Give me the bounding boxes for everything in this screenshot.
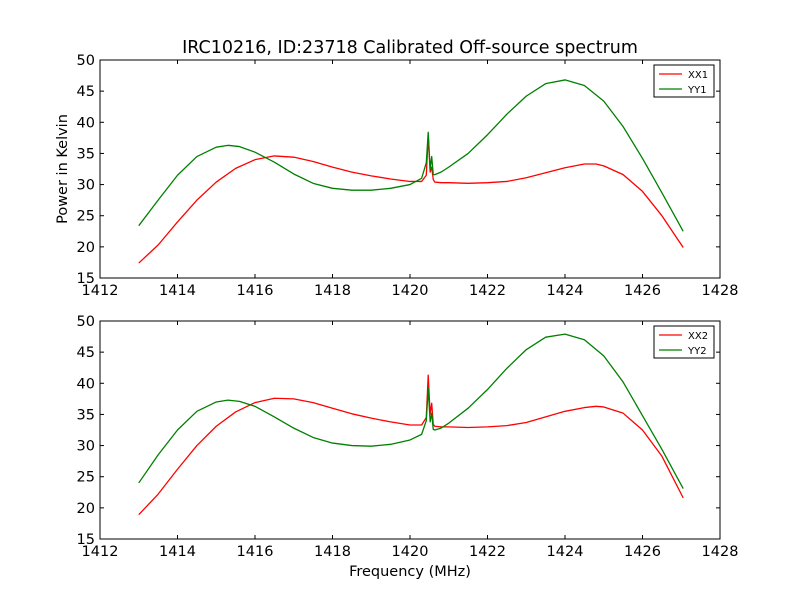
y-tick-label: 30 bbox=[77, 439, 95, 455]
x-tick-label: 1424 bbox=[547, 283, 584, 299]
y-tick-label: 40 bbox=[77, 115, 95, 131]
series-line-xx2 bbox=[138, 374, 684, 516]
x-tick-label: 1412 bbox=[82, 283, 119, 299]
y-axis-label: Power in Kelvin bbox=[55, 114, 71, 224]
x-tick-label: 1428 bbox=[702, 283, 739, 299]
y-tick-label: 15 bbox=[77, 271, 95, 287]
x-tick-label: 1420 bbox=[392, 544, 429, 560]
y-tick-label: 50 bbox=[77, 53, 95, 69]
x-tick-label: 1414 bbox=[159, 283, 196, 299]
y-tick-label: 30 bbox=[77, 178, 95, 194]
y-tick-label: 35 bbox=[77, 146, 95, 162]
top-panel: 1412 1414 1416 1418 1420 1422 1424 1426 1428 15 20… bbox=[55, 53, 738, 299]
x-tick-label: 1426 bbox=[624, 283, 661, 299]
legend-box bbox=[653, 64, 715, 98]
x-tick-label: 1412 bbox=[82, 544, 119, 560]
series-line-xx1 bbox=[138, 135, 684, 264]
y-tick-label: 45 bbox=[77, 84, 95, 100]
x-tick-label: 1420 bbox=[392, 283, 429, 299]
legend-label-yy1: YY1 bbox=[687, 85, 707, 96]
legend-box bbox=[653, 325, 715, 359]
chart-title: IRC10216, ID:23718 Calibrated Off-source… bbox=[182, 38, 638, 58]
y-tick-label: 40 bbox=[77, 376, 95, 392]
legend-label-xx2: XX2 bbox=[688, 331, 708, 342]
series-line-yy1 bbox=[138, 79, 684, 232]
x-tick-label: 1422 bbox=[469, 283, 506, 299]
y-tick-label: 20 bbox=[77, 240, 95, 256]
y-tick-label: 25 bbox=[77, 470, 95, 486]
y-tick-label: 25 bbox=[77, 209, 95, 225]
legend-label-xx1: XX1 bbox=[688, 70, 708, 81]
plot-frame bbox=[99, 320, 721, 540]
plot-frame bbox=[99, 59, 721, 279]
x-tick-label: 1424 bbox=[547, 544, 584, 560]
y-tick-label: 15 bbox=[77, 532, 95, 548]
y-tick-label: 45 bbox=[77, 345, 95, 361]
y-tick-label: 20 bbox=[77, 501, 95, 517]
x-tick-label: 1416 bbox=[237, 544, 274, 560]
x-tick-label: 1428 bbox=[702, 544, 739, 560]
x-tick-label: 1414 bbox=[159, 544, 196, 560]
x-tick-label: 1426 bbox=[624, 544, 661, 560]
legend-label-yy2: YY2 bbox=[687, 346, 707, 357]
x-axis-label: Frequency (MHz) bbox=[349, 564, 471, 580]
y-tick-label: 35 bbox=[77, 407, 95, 423]
bottom-panel: 1412 1414 1416 1418 1420 1422 1424 1426 1428 15 20… bbox=[77, 314, 739, 580]
series-line-yy2 bbox=[138, 333, 684, 489]
y-tick-label: 50 bbox=[77, 314, 95, 330]
x-tick-label: 1422 bbox=[469, 544, 506, 560]
x-tick-label: 1418 bbox=[314, 544, 351, 560]
x-tick-label: 1418 bbox=[314, 283, 351, 299]
x-tick-label: 1416 bbox=[237, 283, 274, 299]
